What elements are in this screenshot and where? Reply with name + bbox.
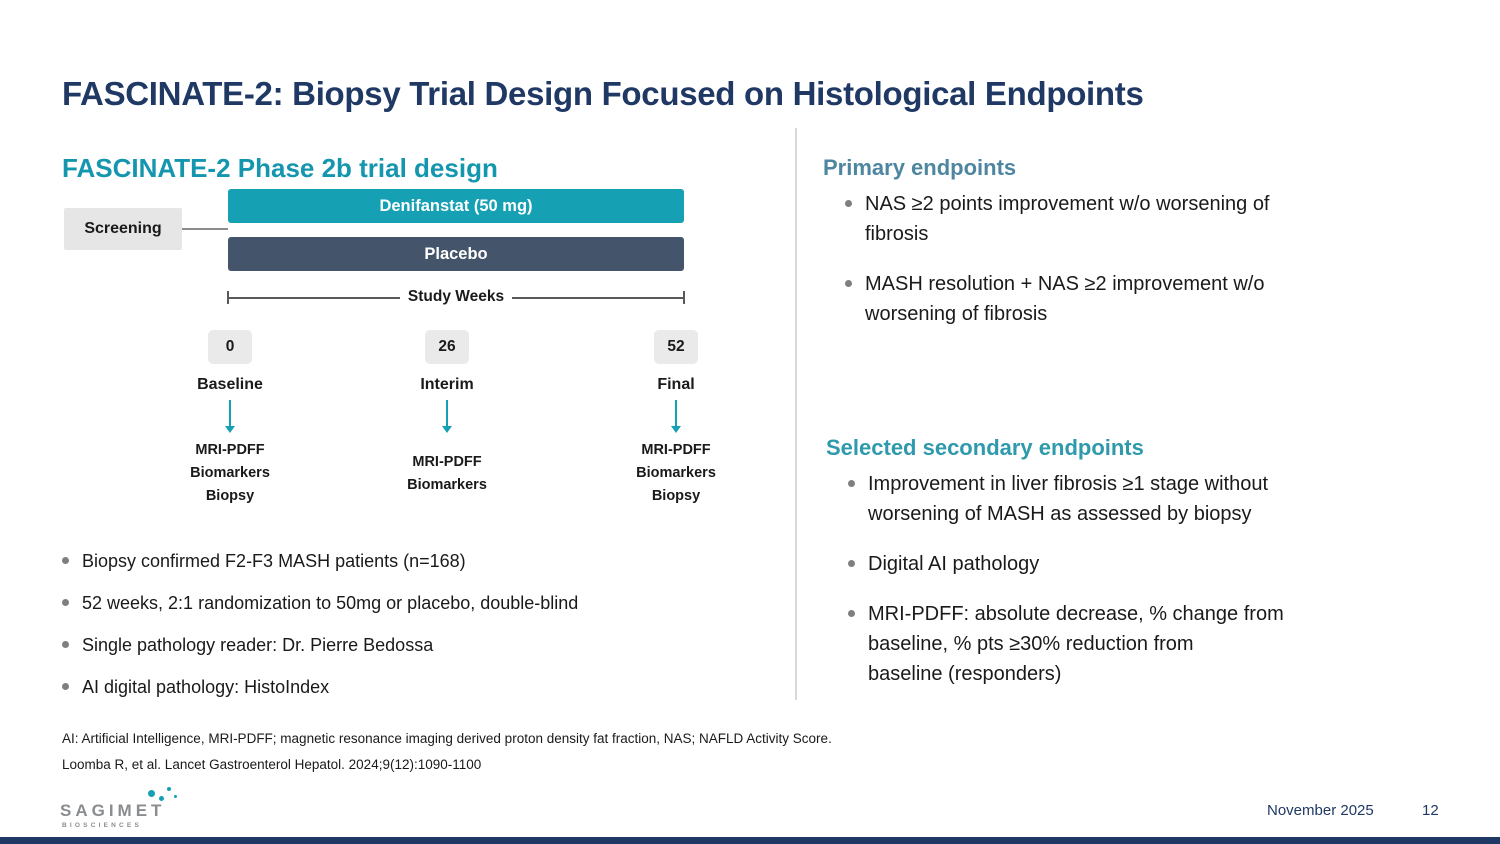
bullet-text: AI digital pathology: HistoIndex: [82, 677, 330, 697]
bullet-text: MRI-PDFF: absolute decrease, % change fr…: [868, 603, 1284, 685]
assessment-item: MRI-PDFF: [412, 454, 482, 470]
bullet-text: Single pathology reader: Dr. Pierre Bedo…: [82, 635, 434, 655]
week-number-box: 52: [654, 330, 698, 364]
bullet-icon: [848, 560, 855, 567]
list-item: Improvement in liver fibrosis ≥1 stage w…: [848, 469, 1428, 529]
bullet-text: MASH resolution + NAS ≥2 improvement w/o…: [865, 273, 1265, 325]
list-item: AI digital pathology: HistoIndex: [62, 675, 762, 699]
timepoint-baseline: 0 Baseline MRI-PDFF Biomarkers Biopsy: [160, 330, 300, 508]
bullet-icon: [62, 599, 69, 606]
arrow-line: [446, 400, 448, 426]
list-item: NAS ≥2 points improvement w/o worsening …: [845, 189, 1425, 249]
assessment-list: MRI-PDFF Biomarkers Biopsy: [636, 439, 716, 508]
logo-wordmark: SAGIMET: [60, 801, 166, 820]
logo-dot: [167, 787, 171, 791]
footer-accent-bar: [0, 837, 1500, 844]
logo-dot: [148, 790, 155, 797]
bullet-icon: [845, 280, 852, 287]
timepoint-label: Final: [657, 376, 695, 393]
bullet-text: Biopsy confirmed F2-F3 MASH patients (n=…: [82, 551, 466, 571]
column-divider: [795, 128, 797, 700]
list-item: Biopsy confirmed F2-F3 MASH patients (n=…: [62, 549, 762, 573]
arm-denifanstat-bar: Denifanstat (50 mg): [228, 189, 684, 223]
assessment-item: MRI-PDFF: [641, 442, 711, 458]
primary-endpoints-list: NAS ≥2 points improvement w/o worsening …: [845, 189, 1425, 349]
arrow-head: [442, 426, 452, 433]
bullet-text: 52 weeks, 2:1 randomization to 50mg or p…: [82, 593, 579, 613]
arm-placebo-bar: Placebo: [228, 237, 684, 271]
assessment-item: Biomarkers: [190, 465, 270, 481]
list-item: Digital AI pathology: [848, 549, 1428, 579]
timepoint-label: Baseline: [197, 376, 263, 393]
list-item: Single pathology reader: Dr. Pierre Bedo…: [62, 633, 762, 657]
assessment-item: Biopsy: [651, 488, 701, 504]
bullet-text: NAS ≥2 points improvement w/o worsening …: [865, 193, 1270, 245]
screening-connector-line: [182, 228, 228, 230]
page-number: 12: [1422, 802, 1439, 819]
list-item: MRI-PDFF: absolute decrease, % change fr…: [848, 599, 1428, 689]
timepoint-final: 52 Final MRI-PDFF Biomarkers Biopsy: [606, 330, 746, 508]
logo-subtext: BIOSCIENCES: [62, 822, 142, 829]
trial-bullet-list: Biopsy confirmed F2-F3 MASH patients (n=…: [62, 549, 762, 717]
bullet-icon: [62, 557, 69, 564]
primary-endpoints-heading: Primary endpoints: [823, 155, 1017, 181]
bullet-icon: [848, 610, 855, 617]
logo-dot: [159, 796, 164, 801]
arrow-head: [225, 426, 235, 433]
timepoint-interim: 26 Interim MRI-PDFF Biomarkers: [377, 330, 517, 497]
assessment-item: Biomarkers: [636, 465, 716, 481]
screening-box: Screening: [64, 208, 182, 250]
bullet-icon: [848, 480, 855, 487]
slide-title: FASCINATE-2: Biopsy Trial Design Focused…: [62, 75, 1144, 113]
logo-dot: [174, 795, 177, 798]
arrow-head: [671, 426, 681, 433]
secondary-endpoints-list: Improvement in liver fibrosis ≥1 stage w…: [848, 469, 1428, 709]
week-number-box: 26: [425, 330, 469, 364]
list-item: 52 weeks, 2:1 randomization to 50mg or p…: [62, 591, 762, 615]
assessment-list: MRI-PDFF Biomarkers Biopsy: [190, 439, 270, 508]
list-item: MASH resolution + NAS ≥2 improvement w/o…: [845, 269, 1425, 329]
bullet-text: Improvement in liver fibrosis ≥1 stage w…: [868, 473, 1269, 525]
sagimet-logo: SAGIMET BIOSCIENCES: [60, 787, 210, 835]
arrow-line: [675, 400, 677, 426]
assessment-list: MRI-PDFF Biomarkers: [407, 439, 487, 497]
down-arrow-icon: [442, 400, 452, 433]
assessment-item: Biopsy: [205, 488, 255, 504]
bullet-icon: [845, 200, 852, 207]
secondary-endpoints-heading: Selected secondary endpoints: [826, 435, 1144, 461]
timeline-line-right: [512, 297, 684, 299]
down-arrow-icon: [671, 400, 681, 433]
slide-date: November 2025: [1267, 802, 1374, 819]
timeline-label: Study Weeks: [407, 288, 505, 305]
timeline-line-left: [228, 297, 400, 299]
arrow-line: [229, 400, 231, 426]
bullet-text: Digital AI pathology: [868, 553, 1040, 575]
bullet-icon: [62, 641, 69, 648]
down-arrow-icon: [225, 400, 235, 433]
citation-footnote: Loomba R, et al. Lancet Gastroenterol He…: [62, 757, 482, 772]
bullet-icon: [62, 683, 69, 690]
assessment-item: MRI-PDFF: [195, 442, 265, 458]
timepoint-label: Interim: [420, 376, 474, 393]
timeline-tick-right: [683, 291, 685, 304]
trial-design-heading: FASCINATE-2 Phase 2b trial design: [62, 152, 498, 183]
assessment-item: Biomarkers: [407, 477, 487, 493]
week-number-box: 0: [208, 330, 252, 364]
abbreviations-footnote: AI: Artificial Intelligence, MRI-PDFF; m…: [62, 731, 832, 746]
